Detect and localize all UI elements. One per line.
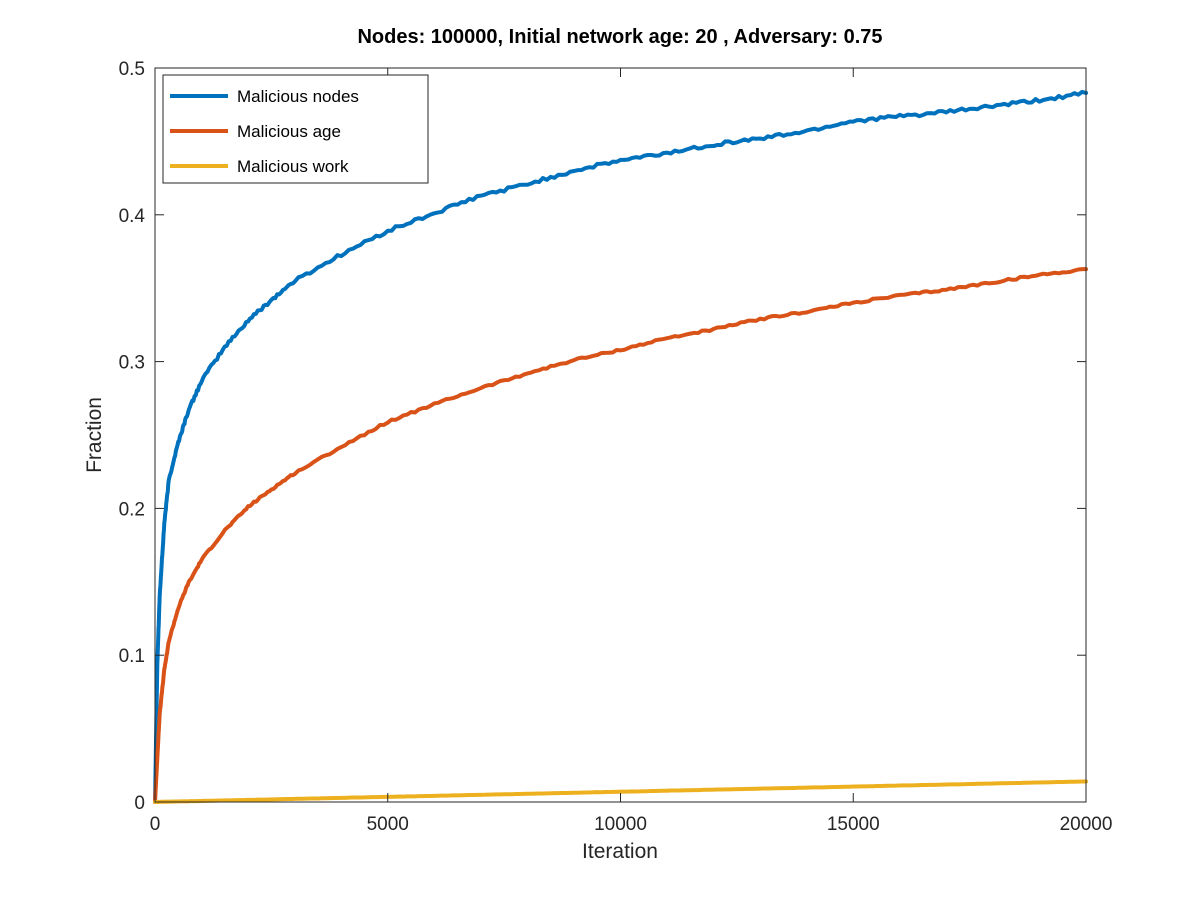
x-tick-label: 20000 bbox=[1060, 814, 1113, 835]
y-tick-label: 0.4 bbox=[119, 206, 146, 227]
legend-label-malicious-work: Malicious work bbox=[237, 157, 349, 176]
x-tick-label: 10000 bbox=[594, 814, 647, 835]
series-line-malicious-age bbox=[153, 267, 1088, 804]
series-line-malicious-work bbox=[153, 779, 1088, 805]
legend-label-malicious-age: Malicious age bbox=[237, 122, 341, 141]
series-line-malicious-nodes bbox=[153, 89, 1088, 804]
y-tick-label: 0 bbox=[134, 793, 145, 814]
y-tick-label: 0.1 bbox=[119, 646, 145, 667]
x-tick-label: 5000 bbox=[367, 814, 409, 835]
series-layer bbox=[153, 89, 1088, 805]
legend-label-malicious-nodes: Malicious nodes bbox=[237, 87, 359, 106]
plot-area bbox=[155, 68, 1086, 802]
x-tick-label: 15000 bbox=[827, 814, 880, 835]
y-tick-label: 0.3 bbox=[119, 353, 145, 374]
chart-title: Nodes: 100000, Initial network age: 20 ,… bbox=[357, 26, 882, 48]
y-tick-label: 0.5 bbox=[119, 59, 145, 80]
x-tick-label: 0 bbox=[150, 814, 161, 835]
ticks-layer: 0 5000 10000 15000 20000 0 0.1 0.2 0.3 0.4 0.5 bbox=[119, 59, 1113, 835]
x-axis-title: Iteration bbox=[582, 840, 658, 863]
y-tick-label: 0.2 bbox=[119, 499, 145, 520]
y-axis-title: Fraction bbox=[83, 397, 106, 473]
legend: Malicious nodes Malicious age Malicious wo… bbox=[162, 74, 429, 184]
